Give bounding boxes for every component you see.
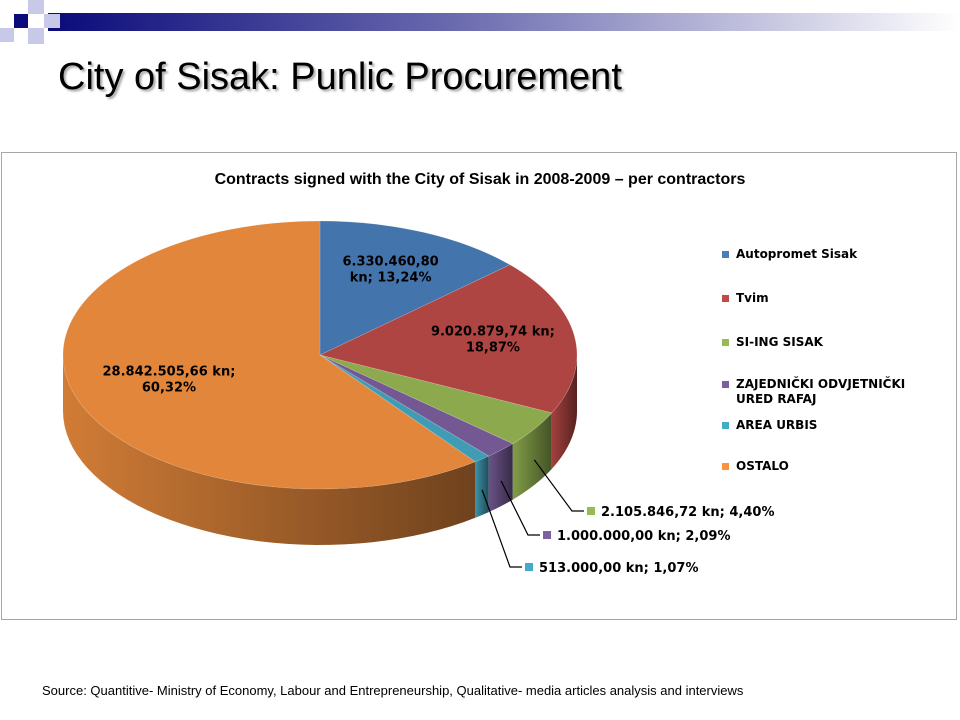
pie-top [62, 220, 578, 490]
data-label-1: 9.020.879,74 kn; 18,87% [431, 325, 555, 356]
pie-slice-area-urbis [319, 354, 490, 463]
legend-label: SI-ING SISAK [736, 335, 823, 349]
label-swatch-3 [543, 531, 551, 539]
legend-label: AREA URBIS [736, 418, 818, 432]
data-label-3: 1.000.000,00 kn; 2,09% [557, 529, 730, 544]
pie-side-1 [551, 355, 577, 469]
legend-swatch [722, 381, 729, 388]
pie-side-2 [512, 412, 552, 500]
leader-line-4 [481, 489, 522, 568]
pie-side-3 [488, 443, 513, 513]
leader-line-3 [500, 480, 540, 536]
pie-side-walls [63, 355, 577, 545]
data-label-5: 28.842.505,66 kn; 60,32% [103, 364, 236, 395]
legend-swatch [722, 251, 729, 258]
pie-slice-tvim [319, 264, 578, 414]
legend-label: OSTALO [736, 459, 789, 473]
legend-swatch [722, 463, 729, 470]
pie-slice-autopromet-sisak [319, 220, 511, 356]
pie-side-4 [475, 456, 489, 518]
label-swatch-2 [587, 507, 595, 515]
pie-chart: 6.330.460,80 kn; 13,24% 9.020.879,74 kn; 18… [62, 220, 775, 576]
pie-data-labels: 6.330.460,80 kn; 13,24% 9.020.879,74 kn; 18… [103, 255, 775, 576]
source-note: Source: Quantitive- Ministry of Economy,… [42, 683, 744, 698]
chart-title: Contracts signed with the City of Sisak … [214, 171, 746, 188]
leader-line-2 [533, 459, 584, 512]
legend-swatch [722, 295, 729, 302]
pie-side-5 [63, 355, 476, 545]
label-swatch-4 [525, 563, 533, 571]
data-label-0: 6.330.460,80 kn; 13,24% [342, 255, 438, 286]
data-label-2: 2.105.846,72 kn; 4,40% [601, 505, 774, 520]
chart-area: Contracts signed with the City of Sisak … [1, 152, 957, 620]
legend-label: Tvim [736, 291, 769, 305]
data-label-4: 513.000,00 kn; 1,07% [539, 561, 699, 576]
pie-slice-zajedni-ki-odvjetni-ki-ured-rafaj [319, 354, 514, 457]
slide-title: City of Sisak: Punlic Procurement [58, 56, 622, 98]
legend-swatch [722, 422, 729, 429]
title-bar-decoration [0, 0, 960, 44]
pie-slice-ostalo [62, 220, 476, 490]
legend-swatch [722, 339, 729, 346]
legend-label: ZAJEDNIČKI ODVJETNIČKI URED RAFAJ [736, 377, 906, 406]
pie-slice-si-ing-sisak [319, 354, 553, 445]
legend-label: Autopromet Sisak [736, 247, 858, 261]
